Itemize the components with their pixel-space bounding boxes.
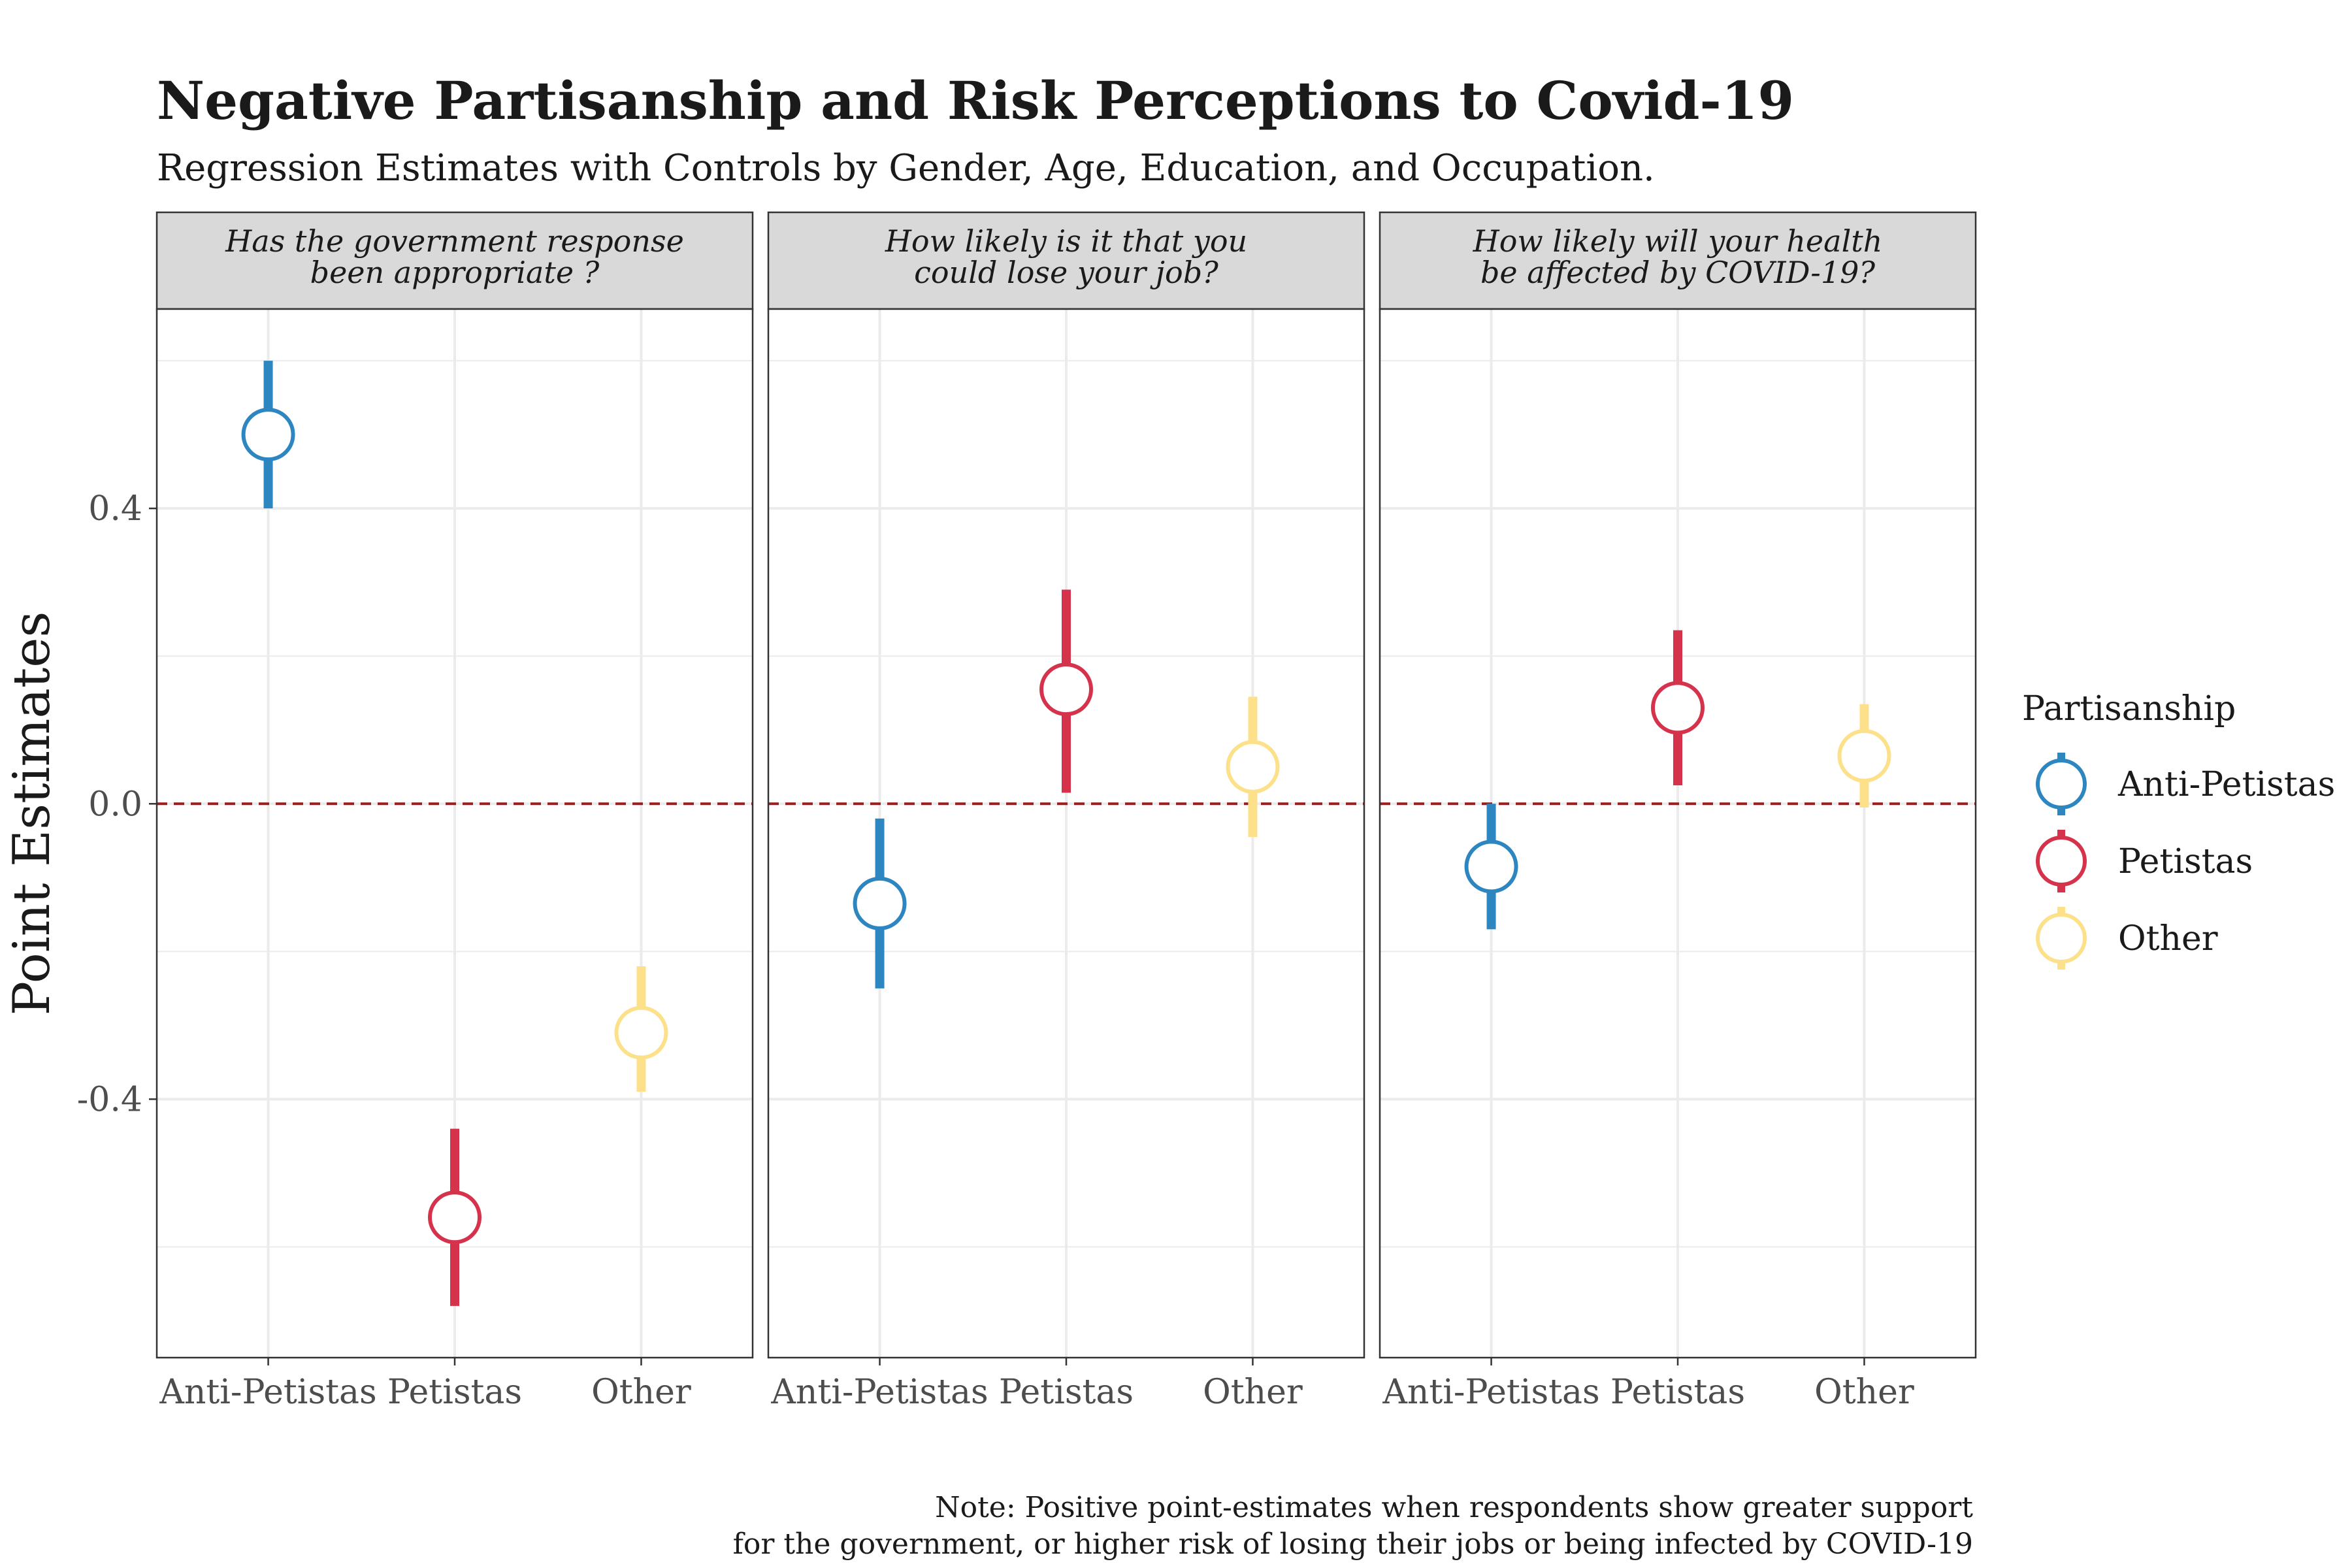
footnote-line-1: Note: Positive point-estimates when resp…: [935, 1491, 1973, 1524]
point-estimate-other: [1837, 728, 1891, 783]
x-tick-label: Other: [1203, 1373, 1303, 1412]
legend-title: Partisanship: [2022, 689, 2236, 728]
facet-strip-label: be affected by COVID-19?: [1480, 255, 1875, 290]
x-tick-label: Anti-Petistas: [770, 1373, 988, 1412]
footnote-line-2: for the government, or higher risk of lo…: [733, 1527, 1973, 1561]
facet-strip-bg: [1379, 211, 1977, 310]
facet-strip-label: Has the government response: [225, 223, 684, 259]
legend-key-point: [2036, 759, 2087, 809]
x-tick-label: Petistas: [1610, 1373, 1745, 1412]
y-tick-label: -0.4: [77, 1080, 142, 1119]
x-tick-label: Petistas: [999, 1373, 1134, 1412]
facet-strip-label: been appropriate ?: [310, 255, 600, 290]
point-estimate-anti-petistas: [1464, 840, 1518, 894]
legend-label: Anti-Petistas: [2117, 765, 2335, 804]
point-estimate-petistas: [1651, 681, 1705, 735]
chart-title: Negative Partisanship and Risk Perceptio…: [157, 70, 1794, 131]
legend-label: Other: [2118, 919, 2218, 958]
legend-key-point: [2036, 836, 2087, 887]
chart-subtitle: Regression Estimates with Controls by Ge…: [157, 147, 1655, 189]
facet-strip-label: How likely will your health: [1473, 223, 1883, 259]
point-estimate-anti-petistas: [853, 876, 907, 930]
point-estimate-other: [1226, 740, 1280, 794]
legend-entry-other: Other: [2036, 907, 2218, 970]
x-tick-label: Other: [591, 1373, 691, 1412]
point-estimate-petistas: [428, 1190, 482, 1245]
legend-entry-petistas: Petistas: [2036, 830, 2253, 892]
point-estimate-petistas: [1039, 662, 1093, 717]
x-tick-label: Petistas: [387, 1373, 522, 1412]
legend: Partisanship Anti-Petistas Petistas Other: [2022, 689, 2335, 970]
point-estimate-other: [614, 1005, 668, 1060]
facet-strip-label: could lose your job?: [914, 255, 1218, 290]
legend-key-point: [2036, 913, 2087, 964]
facet-strip-bg: [155, 211, 754, 310]
facet-strip-bg: [767, 211, 1365, 310]
point-estimate-anti-petistas: [241, 408, 295, 462]
legend-entry-anti-petistas: Anti-Petistas: [2036, 753, 2335, 815]
facet-strip-label: How likely is it that you: [885, 223, 1247, 259]
x-tick-label: Other: [1814, 1373, 1914, 1412]
x-tick-label: Anti-Petistas: [1382, 1373, 1599, 1412]
legend-label: Petistas: [2118, 842, 2253, 881]
y-tick-label: 0.0: [88, 785, 142, 824]
y-axis-title: Point Estimates: [3, 612, 61, 1016]
y-tick-label: 0.4: [88, 489, 142, 529]
x-tick-label: Anti-Petistas: [159, 1373, 376, 1412]
